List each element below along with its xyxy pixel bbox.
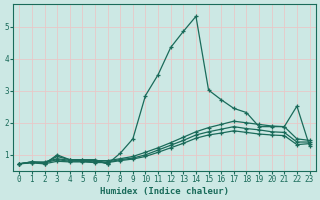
- X-axis label: Humidex (Indice chaleur): Humidex (Indice chaleur): [100, 187, 229, 196]
